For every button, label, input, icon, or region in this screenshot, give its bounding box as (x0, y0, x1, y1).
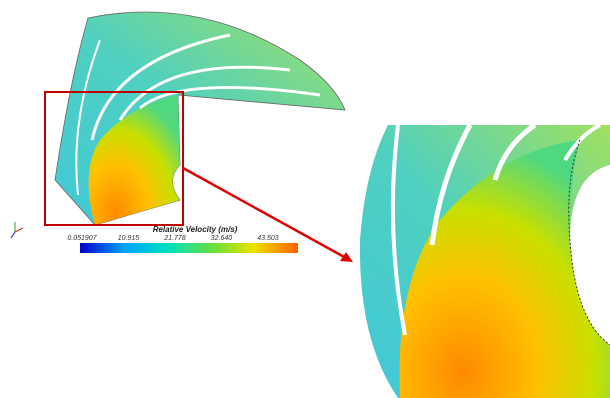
blade-gap (563, 123, 601, 162)
axis-triad (10, 222, 24, 239)
blade-gap (139, 85, 321, 110)
zoom-arrow (182, 166, 347, 260)
colorbar-tick-label: 32.640 (211, 235, 233, 242)
colorbar-title: Relative Velocity (m/s) (153, 225, 238, 234)
blade-gap (492, 122, 537, 181)
hub-edge (568, 139, 610, 346)
blade-gap (90, 33, 231, 141)
arrow-head (340, 252, 353, 262)
blade-gap (118, 65, 291, 121)
impeller-hub (88, 95, 180, 225)
zoom-hub (399, 140, 610, 398)
blade-gap (390, 124, 407, 336)
zoom-view (359, 122, 610, 398)
colorbar-ticks: 0.051907 10.915 21.778 32.640 43.503 (67, 235, 278, 242)
colorbar (80, 243, 298, 253)
colorbar-tick-label: 10.915 (118, 235, 140, 242)
blade-gap (429, 123, 473, 246)
colorbar-tick-label: 43.503 (257, 235, 279, 242)
colorbar-tick-label: 21.778 (163, 235, 186, 242)
zoom-box (44, 91, 184, 226)
colorbar-tick-label: 0.051907 (67, 235, 97, 242)
impeller-view (44, 11, 346, 226)
blade-gap (75, 39, 101, 196)
